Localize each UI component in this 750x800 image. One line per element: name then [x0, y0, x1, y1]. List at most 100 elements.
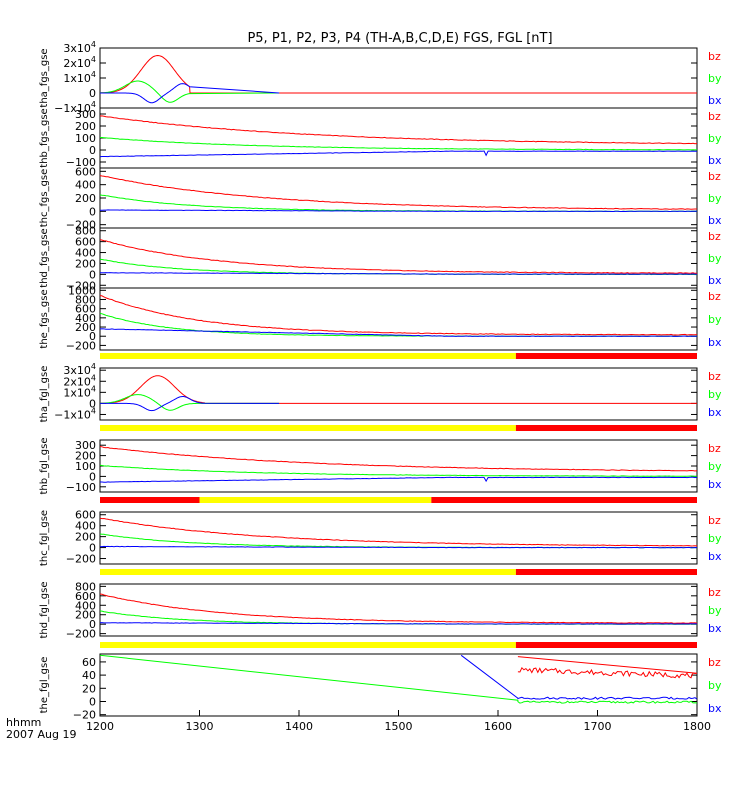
legend-bz: bz	[708, 514, 721, 527]
legend-by: by	[708, 532, 722, 545]
y-tick-label: 200	[75, 120, 96, 133]
y-tick-label: 600	[75, 509, 96, 522]
y-tick-label: −200	[66, 628, 96, 641]
y-tick-label: −200	[66, 553, 96, 566]
y-tick-label: −1x104	[54, 406, 96, 421]
y-tick-label: 100	[75, 132, 96, 145]
legend-bx: bx	[708, 406, 722, 419]
y-tick-label: 300	[75, 439, 96, 452]
y-tick-label: 0	[89, 397, 96, 410]
series-bx	[99, 622, 698, 625]
legend-bx: bx	[708, 94, 722, 107]
y-tick-label: 600	[75, 165, 96, 178]
y-axis-label: thc_fgs_gse	[39, 169, 50, 228]
legend-by: by	[708, 132, 722, 145]
legend-by: by	[708, 604, 722, 617]
y-tick-label: 200	[75, 192, 96, 205]
y-tick-label: 400	[75, 247, 96, 260]
mode-bar-segment	[100, 353, 516, 359]
y-tick-label: 2x104	[63, 55, 96, 70]
series-bx	[100, 209, 697, 213]
mode-bar-segment	[431, 497, 697, 503]
series-bz	[99, 115, 698, 145]
y-tick-label: 800	[75, 225, 96, 238]
y-tick-label: 1x104	[63, 70, 96, 85]
y-tick-label: 0	[89, 268, 96, 281]
mode-bar-segment	[199, 497, 432, 503]
series-bx	[100, 396, 280, 412]
legend-bz: bz	[708, 170, 721, 183]
x-tick-label: 1500	[385, 720, 413, 733]
series-bx	[460, 654, 698, 700]
legend-bx: bx	[708, 336, 722, 349]
panel-frame	[99, 367, 698, 421]
y-tick-label: 800	[75, 293, 96, 306]
y-tick-label: 20	[82, 682, 96, 695]
y-tick-label: 400	[75, 179, 96, 192]
y-tick-label: 400	[75, 520, 96, 533]
y-tick-label: 800	[75, 580, 96, 593]
mode-bar-segment	[100, 497, 200, 503]
x-tick-label: 1700	[584, 720, 612, 733]
legend-bz: bz	[708, 230, 721, 243]
mode-bar-segment	[515, 425, 697, 431]
y-tick-label: 0	[89, 144, 96, 157]
y-tick-label: 600	[75, 236, 96, 249]
y-tick-label: −20	[73, 709, 96, 722]
series-by	[99, 464, 698, 477]
y-tick-label: 1000	[68, 284, 96, 297]
y-axis-label: the_fgl_gse	[39, 657, 50, 714]
x-tick-label: 1800	[683, 720, 711, 733]
legend-by: by	[708, 192, 722, 205]
series-by	[100, 137, 698, 151]
y-axis-label: the_fgs_gse	[39, 289, 50, 348]
series-bx	[99, 328, 698, 337]
legend-bz: bz	[708, 442, 721, 455]
legend-bx: bx	[708, 154, 722, 167]
series-bx	[100, 83, 280, 104]
legend-by: by	[708, 388, 722, 401]
series-by	[99, 80, 280, 103]
legend-by: by	[708, 252, 722, 265]
series-bz	[99, 593, 698, 624]
y-tick-label: −100	[66, 156, 96, 169]
y-tick-label: 400	[75, 312, 96, 325]
series-bz	[100, 54, 697, 94]
y-tick-label: 200	[75, 450, 96, 463]
x-axis-label-line2: 2007 Aug 19	[6, 728, 76, 741]
panel-frame	[99, 287, 698, 351]
y-tick-label: 200	[75, 531, 96, 544]
legend-bz: bz	[708, 290, 721, 303]
plot-title: P5, P1, P2, P3, P4 (TH-A,B,C,D,E) FGS, F…	[247, 31, 552, 46]
legend-bx: bx	[708, 478, 722, 491]
y-tick-label: 1x104	[63, 384, 96, 399]
y-tick-label: 0	[89, 87, 96, 100]
y-axis-label: thc_fgl_gse	[39, 510, 50, 566]
legend-bz: bz	[708, 370, 721, 383]
panel-frame	[99, 583, 698, 637]
panel-frame	[99, 511, 698, 565]
y-tick-label: 0	[89, 205, 96, 218]
legend-bx: bx	[708, 622, 722, 635]
series-bz	[99, 175, 697, 210]
y-axis-label: thb_fgl_gse	[39, 438, 50, 495]
legend-by: by	[708, 679, 722, 692]
legend-by: by	[708, 313, 722, 326]
mode-bar-segment	[515, 353, 697, 359]
legend-bx: bx	[708, 550, 722, 563]
legend-bz: bz	[708, 656, 721, 669]
x-tick-label: 1200	[86, 720, 114, 733]
series-by	[99, 654, 698, 704]
y-axis-label: tha_fgl_gse	[39, 366, 50, 423]
y-tick-label: −200	[66, 279, 96, 292]
y-tick-label: 100	[75, 460, 96, 473]
legend-bx: bx	[708, 274, 722, 287]
mode-bar-segment	[515, 569, 697, 575]
